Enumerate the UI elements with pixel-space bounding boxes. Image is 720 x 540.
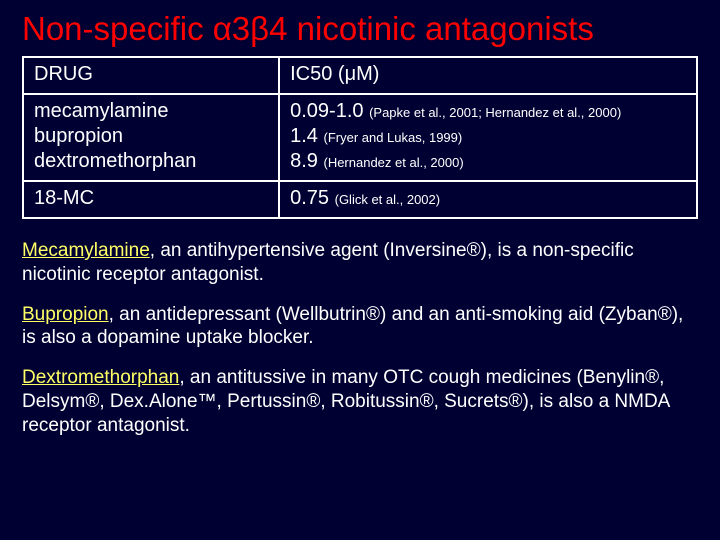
slide: Non-specific α3β4 nicotinic antagonists … xyxy=(0,0,720,540)
ic50-citation: (Fryer and Lukas, 1999) xyxy=(323,130,462,145)
slide-title: Non-specific α3β4 nicotinic antagonists xyxy=(22,10,698,48)
table-row: 18-MC 0.75 (Glick et al., 2002) xyxy=(23,181,697,218)
ic50-value: 0.09-1.0 xyxy=(290,100,363,122)
paragraph-dextromethorphan: Dextromethorphan, an antitussive in many… xyxy=(22,366,698,437)
cell-ic50-1: 0.09-1.0 (Papke et al., 2001; Hernandez … xyxy=(279,94,697,181)
ic50-value: 1.4 xyxy=(290,125,318,147)
ic50-citation: (Glick et al., 2002) xyxy=(335,192,441,207)
highlight-drug: Mecamylamine xyxy=(22,240,150,261)
paragraph-mecamylamine: Mecamylamine, an antihypertensive agent … xyxy=(22,239,698,287)
paragraph-bupropion: Bupropion, an antidepressant (Wellbutrin… xyxy=(22,303,698,351)
ic50-value: 8.9 xyxy=(290,150,318,172)
table-header-row: DRUG IC50 (μM) xyxy=(23,57,697,94)
cell-drugs-2: 18-MC xyxy=(23,181,279,218)
drug-name: bupropion xyxy=(34,125,123,147)
paragraph-text: , an antidepressant (Wellbutrin®) and an… xyxy=(22,304,683,349)
highlight-drug: Bupropion xyxy=(22,304,109,325)
cell-ic50-2: 0.75 (Glick et al., 2002) xyxy=(279,181,697,218)
header-ic50: IC50 (μM) xyxy=(279,57,697,94)
drug-name: mecamylamine xyxy=(34,100,168,122)
ic50-value: 0.75 xyxy=(290,187,329,209)
highlight-drug: Dextromethorphan xyxy=(22,367,179,388)
header-drug: DRUG xyxy=(23,57,279,94)
table-row: mecamylamine bupropion dextromethorphan … xyxy=(23,94,697,181)
ic50-citation: (Hernandez et al., 2000) xyxy=(323,155,463,170)
drug-table: DRUG IC50 (μM) mecamylamine bupropion de… xyxy=(22,56,698,219)
drug-name: 18-MC xyxy=(34,187,94,209)
drug-name: dextromethorphan xyxy=(34,150,196,172)
ic50-citation: (Papke et al., 2001; Hernandez et al., 2… xyxy=(369,105,621,120)
cell-drugs-1: mecamylamine bupropion dextromethorphan xyxy=(23,94,279,181)
